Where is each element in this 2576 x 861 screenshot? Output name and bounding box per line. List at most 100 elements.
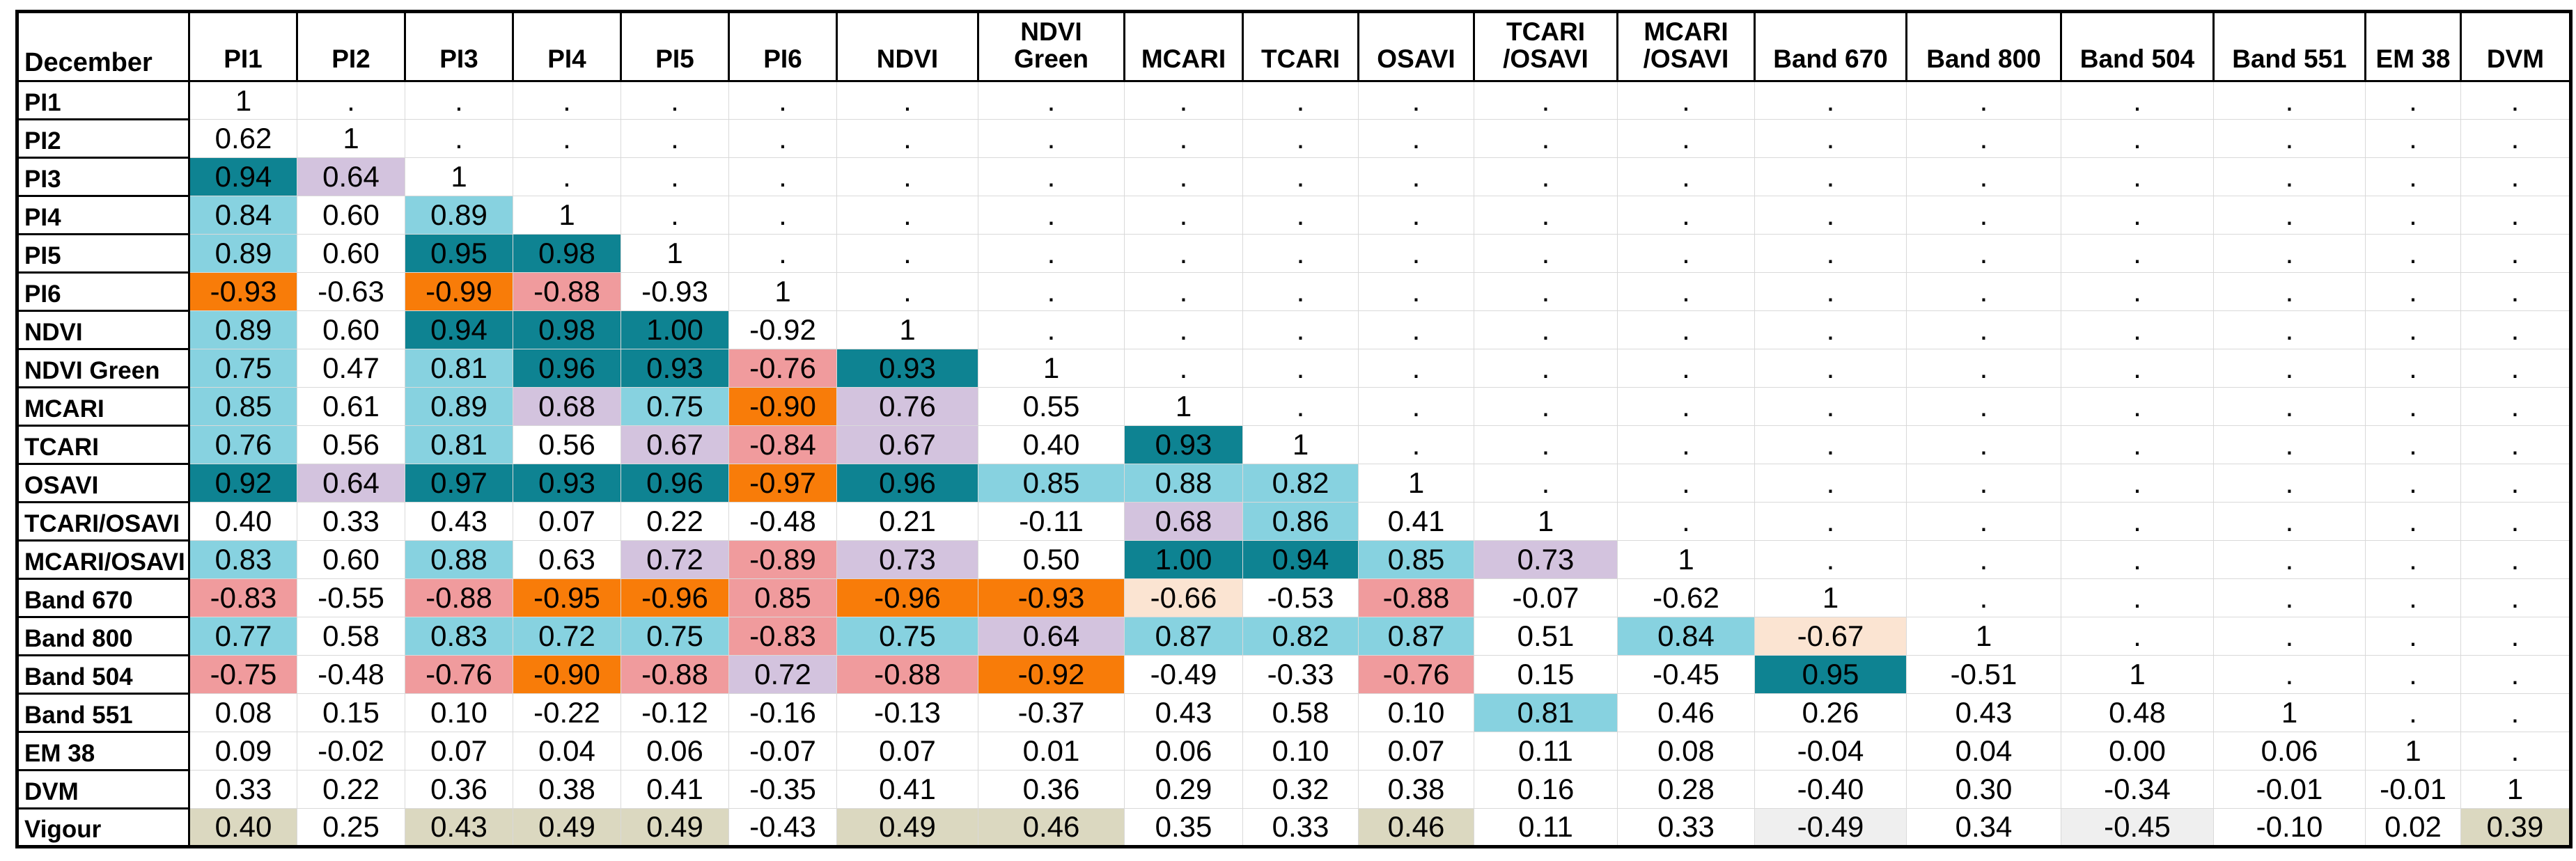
cell-dvm-14: 0.30 bbox=[1906, 770, 2061, 809]
table-row-dvm: DVM 0.33 0.22 0.36 0.38 0.41 -0.35 0.41 0.36 0.29… bbox=[16, 769, 2571, 809]
cell-band-504-1: -0.48 bbox=[297, 655, 405, 694]
empty-upper-cell: . bbox=[2365, 502, 2461, 541]
table-row-pi2: PI2 0.62 1................. bbox=[16, 118, 2571, 159]
table-row-ndvi-green: NDVI Green 0.75 0.47 0.81 0.96 0.93 -0.76 0.93 1… bbox=[16, 348, 2571, 388]
cell-tcari-osavi-6: 0.21 bbox=[836, 502, 978, 541]
empty-upper-cell: . bbox=[2213, 157, 2366, 196]
cell-ndvi-6: 1 bbox=[836, 310, 978, 349]
cell-mcari-osavi-11: 0.73 bbox=[1474, 540, 1618, 579]
empty-upper-cell: . bbox=[978, 157, 1125, 196]
table-row-em-38: EM 38 0.09 -0.02 0.07 0.04 0.06 -0.07 0.07 0.01 0… bbox=[16, 731, 2571, 771]
cell-band-551-14: 0.43 bbox=[1906, 693, 2061, 732]
empty-upper-cell: . bbox=[2460, 502, 2571, 541]
cell-em-38-5: -0.07 bbox=[728, 732, 837, 771]
table-row-band-551: Band 551 0.08 0.15 0.10 -0.22 -0.12 -0.16 -0.13… bbox=[16, 693, 2571, 733]
cell-band-551-7: -0.37 bbox=[978, 693, 1125, 732]
row-header: Band 800 bbox=[16, 616, 190, 656]
cell-pi3-0: 0.94 bbox=[189, 157, 297, 196]
empty-upper-cell: . bbox=[1124, 234, 1243, 273]
cell-vigour-17: 0.02 bbox=[2365, 808, 2461, 847]
empty-upper-cell: . bbox=[978, 310, 1125, 349]
cell-mcari-6: 0.76 bbox=[836, 387, 978, 426]
row-header: OSAVI bbox=[16, 463, 190, 503]
empty-upper-cell: . bbox=[836, 119, 978, 158]
cell-vigour-3: 0.49 bbox=[513, 808, 621, 847]
empty-upper-cell: . bbox=[2365, 310, 2461, 349]
cell-tcari-6: 0.67 bbox=[836, 425, 978, 464]
cell-tcari-osavi-0: 0.40 bbox=[189, 502, 297, 541]
cell-pi6-0: -0.93 bbox=[189, 272, 297, 311]
empty-upper-cell: . bbox=[2460, 349, 2571, 388]
column-header-band-800: Band 800 bbox=[1905, 10, 2062, 82]
cell-dvm-11: 0.16 bbox=[1474, 770, 1618, 809]
empty-upper-cell: . bbox=[1754, 540, 1907, 579]
cell-mcari-osavi-6: 0.73 bbox=[836, 540, 978, 579]
empty-upper-cell: . bbox=[2365, 693, 2461, 732]
cell-mcari-0: 0.85 bbox=[189, 387, 297, 426]
table-row-mcari-osavi: MCARI/OSAVI 0.83 0.60 0.88 0.63 0.72 -0.89 0.73… bbox=[16, 539, 2571, 580]
cell-band-800-3: 0.72 bbox=[513, 617, 621, 656]
empty-upper-cell: . bbox=[836, 272, 978, 311]
cell-mcari-3: 0.68 bbox=[513, 387, 621, 426]
empty-upper-cell: . bbox=[2213, 310, 2366, 349]
empty-upper-cell: . bbox=[1617, 196, 1755, 235]
cell-em-38-13: -0.04 bbox=[1754, 732, 1907, 771]
cell-em-38-11: 0.11 bbox=[1474, 732, 1618, 771]
cell-dvm-13: -0.40 bbox=[1754, 770, 1907, 809]
cell-band-504-2: -0.76 bbox=[405, 655, 513, 694]
row-header: NDVI bbox=[16, 310, 190, 350]
empty-upper-cell: . bbox=[1906, 578, 2061, 617]
cell-band-551-6: -0.13 bbox=[836, 693, 978, 732]
empty-upper-cell: . bbox=[1754, 464, 1907, 503]
empty-upper-cell: . bbox=[2061, 81, 2214, 120]
empty-upper-cell: . bbox=[2213, 119, 2366, 158]
empty-upper-cell: . bbox=[2061, 540, 2214, 579]
cell-vigour-14: 0.34 bbox=[1906, 808, 2061, 847]
cell-mcari-7: 0.55 bbox=[978, 387, 1125, 426]
empty-upper-cell: . bbox=[2460, 693, 2571, 732]
cell-vigour-0: 0.40 bbox=[189, 808, 297, 847]
cell-ndvi-3: 0.98 bbox=[513, 310, 621, 349]
empty-upper-cell: . bbox=[2365, 387, 2461, 426]
cell-em-38-16: 0.06 bbox=[2213, 732, 2366, 771]
empty-upper-cell: . bbox=[1754, 349, 1907, 388]
cell-mcari-osavi-5: -0.89 bbox=[728, 540, 837, 579]
empty-upper-cell: . bbox=[513, 157, 621, 196]
cell-pi6-5: 1 bbox=[728, 272, 837, 311]
empty-upper-cell: . bbox=[2460, 617, 2571, 656]
cell-dvm-6: 0.41 bbox=[836, 770, 978, 809]
cell-band-800-0: 0.77 bbox=[189, 617, 297, 656]
empty-upper-cell: . bbox=[1617, 157, 1755, 196]
cell-em-38-8: 0.06 bbox=[1124, 732, 1243, 771]
cell-dvm-9: 0.32 bbox=[1242, 770, 1359, 809]
empty-upper-cell: . bbox=[405, 119, 513, 158]
cell-osavi-1: 0.64 bbox=[297, 464, 405, 503]
cell-tcari-osavi-1: 0.33 bbox=[297, 502, 405, 541]
cell-ndvi-green-0: 0.75 bbox=[189, 349, 297, 388]
row-header: Band 670 bbox=[16, 578, 190, 618]
cell-ndvi-1: 0.60 bbox=[297, 310, 405, 349]
empty-upper-cell: . bbox=[2213, 196, 2366, 235]
empty-upper-cell: . bbox=[728, 81, 837, 120]
empty-upper-cell: . bbox=[1906, 234, 2061, 273]
empty-upper-cell: . bbox=[978, 272, 1125, 311]
cell-mcari-osavi-3: 0.63 bbox=[513, 540, 621, 579]
cell-band-670-12: -0.62 bbox=[1617, 578, 1755, 617]
cell-band-551-5: -0.16 bbox=[728, 693, 837, 732]
cell-band-551-0: 0.08 bbox=[189, 693, 297, 732]
empty-upper-cell: . bbox=[2460, 732, 2571, 771]
cell-em-38-1: -0.02 bbox=[297, 732, 405, 771]
cell-band-504-7: -0.92 bbox=[978, 655, 1125, 694]
empty-upper-cell: . bbox=[1242, 234, 1359, 273]
cell-tcari-8: 0.93 bbox=[1124, 425, 1243, 464]
cell-osavi-6: 0.96 bbox=[836, 464, 978, 503]
cell-band-800-11: 0.51 bbox=[1474, 617, 1618, 656]
cell-band-800-4: 0.75 bbox=[620, 617, 729, 656]
empty-upper-cell: . bbox=[2365, 81, 2461, 120]
cell-ndvi-green-6: 0.93 bbox=[836, 349, 978, 388]
cell-mcari-osavi-12: 1 bbox=[1617, 540, 1755, 579]
empty-upper-cell: . bbox=[620, 81, 729, 120]
cell-em-38-0: 0.09 bbox=[189, 732, 297, 771]
cell-vigour-18: 0.39 bbox=[2460, 808, 2571, 847]
empty-upper-cell: . bbox=[2213, 234, 2366, 273]
